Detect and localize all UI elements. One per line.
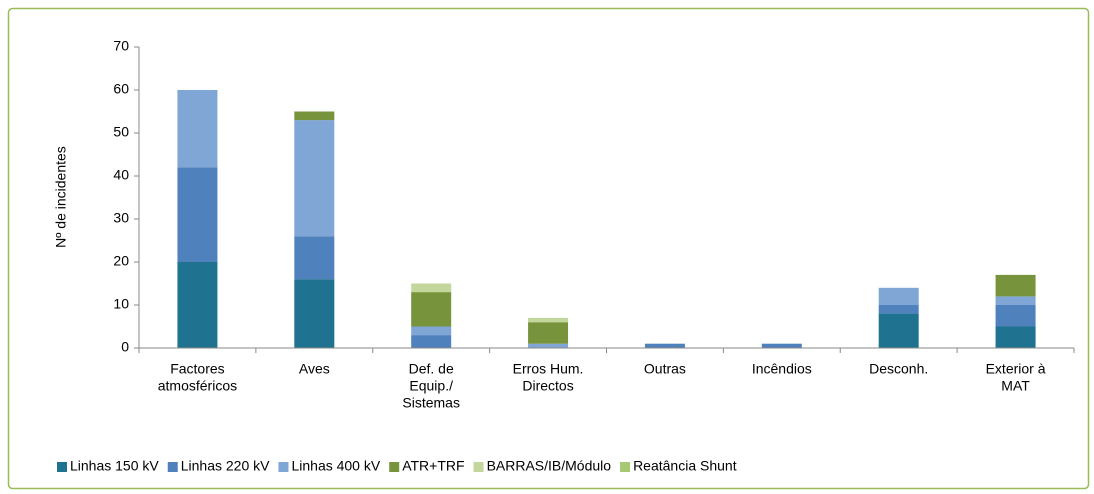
bar-segment (644, 343, 685, 348)
legend-swatch (473, 462, 484, 472)
x-tick-label: Directos (522, 378, 573, 394)
chart-frame (7, 7, 1090, 490)
x-tick-label: Factores (170, 361, 224, 377)
bar-segment (878, 305, 919, 314)
bar-segment (995, 274, 1036, 297)
legend-label: Linhas 220 kV (181, 458, 270, 474)
x-tick-label: Desconh. (869, 361, 928, 377)
bar-segment (528, 322, 569, 344)
y-tick-label: 50 (113, 124, 129, 140)
bar-segment (878, 313, 919, 348)
x-tick-label: Sistemas (402, 395, 460, 411)
x-tick-label: atmosféricos (158, 378, 237, 394)
legend-swatch (57, 462, 67, 472)
legend-label: ATR+TRF (402, 458, 464, 474)
bar-segment (995, 305, 1036, 327)
bar-segment (528, 317, 569, 323)
bar-segment (995, 296, 1036, 305)
legend-label: Linhas 150 kV (70, 458, 159, 474)
y-tick-label: 40 (113, 167, 129, 183)
legend-swatch (278, 462, 289, 472)
x-tick-label: Outras (644, 361, 686, 377)
x-tick-label: Incêndios (752, 361, 812, 377)
legend-swatch (167, 462, 178, 472)
bar-segment (177, 167, 218, 262)
y-tick-label: 30 (113, 210, 129, 226)
x-tick-label: Aves (299, 361, 330, 377)
bar-segment (411, 283, 452, 293)
legend-swatch (620, 462, 631, 472)
y-tick-label: 0 (121, 339, 129, 355)
y-tick-label: 10 (113, 296, 129, 312)
bar-segment (294, 279, 335, 348)
x-tick-label: Exterior à (986, 361, 1046, 377)
bar-segment (294, 236, 335, 280)
legend-label: Reatância Shunt (633, 458, 737, 474)
bar-segment (411, 326, 452, 336)
y-tick-label: 60 (113, 81, 129, 97)
bar-segment (177, 262, 218, 348)
bar-segment (411, 292, 452, 327)
bar-segment (411, 335, 452, 348)
y-axis-label: Nº de incidentes (53, 146, 69, 248)
bar-segment (995, 326, 1036, 348)
bar-segment (761, 343, 802, 348)
legend-label: BARRAS/IB/Módulo (487, 458, 612, 474)
x-tick-label: MAT (1001, 378, 1030, 394)
y-tick-label: 70 (113, 38, 129, 54)
bar-segment (177, 90, 218, 168)
bar-segment (528, 343, 569, 348)
legend-swatch (389, 462, 400, 472)
y-tick-label: 20 (113, 253, 129, 269)
x-tick-label: Erros Hum. (513, 361, 584, 377)
legend-label: Linhas 400 kV (291, 458, 380, 474)
x-tick-label: Equip./ (409, 378, 453, 394)
bar-segment (294, 111, 335, 121)
bar-segment (878, 287, 919, 305)
x-tick-label: Def. de (409, 361, 454, 377)
bar-segment (294, 120, 335, 237)
